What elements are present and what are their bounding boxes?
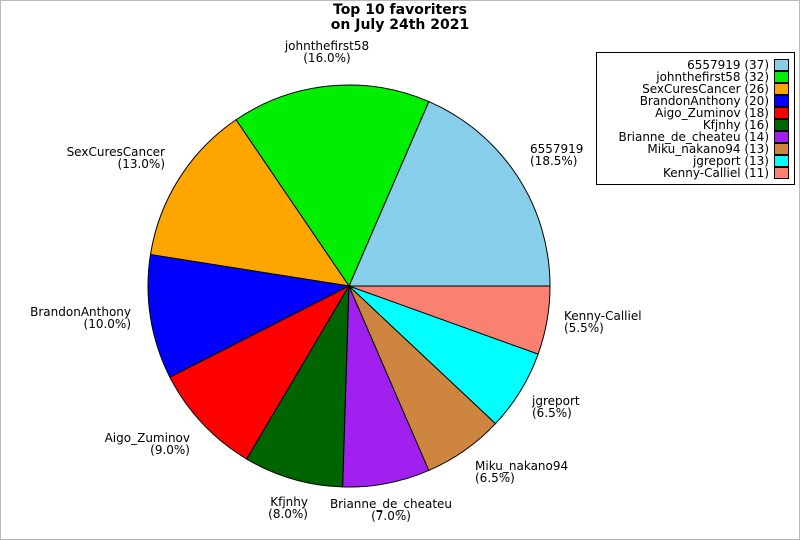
pie-slice-6557919: [348, 100, 551, 287]
slice-label-kenny-calliel: Kenny-Calliel (5.5%): [564, 310, 642, 334]
slice-label-johnthefirst58: johnthefirst58 (16.0%): [285, 40, 369, 64]
legend-label: johnthefirst58 (32): [656, 70, 769, 84]
slice-label-pct: (16.0%): [303, 51, 351, 65]
pie-slice-Kfjnhy: [245, 285, 350, 488]
legend-swatch-brandonanthony: [774, 95, 789, 107]
slice-label-pct: (8.0%): [268, 507, 308, 521]
legend-row: Brianne_de_cheateu (14): [601, 131, 789, 143]
legend-label: Kenny-Calliel (11): [663, 166, 769, 180]
legend-row: Kfjnhy (16): [601, 119, 789, 131]
slice-label-name: BrandonAnthony: [30, 305, 131, 319]
legend-label: Aigo_Zuminov (18): [655, 106, 769, 120]
legend-swatch-miku-nakano94: [774, 143, 789, 155]
legend-label: 6557919 (37): [687, 58, 769, 72]
pie-slice-BrandonAnthony: [147, 253, 351, 378]
pie-slice-SexCuresCancer: [149, 119, 351, 287]
chart-title-line2: on July 24th 2021: [330, 17, 470, 33]
slice-label-brianne-de-cheateu: Brianne_de_cheateu (7.0%): [330, 498, 452, 522]
chart-title: Top 10 favoriters on July 24th 2021: [0, 3, 800, 33]
slice-label-pct: (13.0%): [117, 157, 165, 171]
slice-label-pct: (6.5%): [532, 406, 572, 420]
legend-swatch-kfjnhy: [774, 119, 789, 131]
slice-label-aigo-zuminov: Aigo_Zuminov (9.0%): [105, 432, 190, 456]
slice-label-name: Kenny-Calliel: [564, 309, 642, 323]
slice-label-brandonanthony: BrandonAnthony (10.0%): [30, 306, 131, 330]
pie-slice-johnthefirst58: [235, 84, 430, 288]
legend-row: Kenny-Calliel (11): [601, 167, 789, 179]
legend-label: Kfjnhy (16): [702, 118, 769, 132]
slice-label-miku-nakano94: Miku_nakano94 (6.5%): [475, 460, 568, 484]
legend-label: SexCuresCancer (26): [642, 82, 769, 96]
legend-swatch-6557919: [774, 59, 789, 71]
slice-label-pct: (10.0%): [83, 317, 131, 331]
legend-label: BrandonAnthony (20): [639, 94, 769, 108]
legend-swatch-johnthefirst58: [774, 71, 789, 83]
legend-row: BrandonAnthony (20): [601, 95, 789, 107]
slice-label-name: johnthefirst58: [284, 39, 370, 53]
legend: 6557919 (37) johnthefirst58 (32) SexCure…: [596, 52, 795, 185]
legend-swatch-kenny-calliel: [774, 167, 789, 179]
slice-label-sexcurescancer: SexCuresCancer (13.0%): [67, 146, 165, 170]
slice-label-jgreport: jgreport (6.5%): [532, 395, 580, 419]
chart-title-line1: Top 10 favoriters: [333, 2, 467, 18]
legend-row: SexCuresCancer (26): [601, 83, 789, 95]
slice-label-name: 6557919: [530, 142, 584, 156]
slice-label-name: Kfjnhy: [270, 495, 308, 509]
slice-label-name: Aigo_Zuminov: [104, 431, 190, 445]
slice-label-pct: (9.0%): [150, 443, 190, 457]
slice-label-pct: (18.5%): [530, 154, 578, 168]
slice-label-name: Miku_nakano94: [475, 459, 569, 473]
pie-slice-Kenny-Calliel: [348, 285, 551, 355]
legend-label: Miku_nakano94 (13): [647, 142, 769, 156]
slice-label-pct: (7.0%): [371, 509, 411, 523]
legend-row: Miku_nakano94 (13): [601, 143, 789, 155]
legend-label: jgreport (13): [692, 154, 769, 168]
slice-label-name: Brianne_de_cheateu: [329, 497, 453, 511]
legend-row: johnthefirst58 (32): [601, 71, 789, 83]
legend-row: jgreport (13): [601, 155, 789, 167]
slice-label-pct: (6.5%): [475, 471, 515, 485]
legend-swatch-brianne-de-cheateu: [774, 131, 789, 143]
legend-swatch-jgreport: [774, 155, 789, 167]
pie-slice-Aigo_Zuminov: [169, 284, 351, 460]
slice-label-name: SexCuresCancer: [66, 145, 165, 159]
legend-swatch-sexcurescancer: [774, 83, 789, 95]
slice-label-name: jgreport: [532, 394, 580, 408]
legend-label: Brianne_de_cheateu (14): [618, 130, 769, 144]
slice-label-6557919: 6557919 (18.5%): [530, 143, 583, 167]
legend-swatch-aigo-zuminov: [774, 107, 789, 119]
legend-row: 6557919 (37): [601, 59, 789, 71]
legend-row: Aigo_Zuminov (18): [601, 107, 789, 119]
slice-label-pct: (5.5%): [564, 321, 604, 335]
slice-label-kfjnhy: Kfjnhy (8.0%): [268, 496, 308, 520]
